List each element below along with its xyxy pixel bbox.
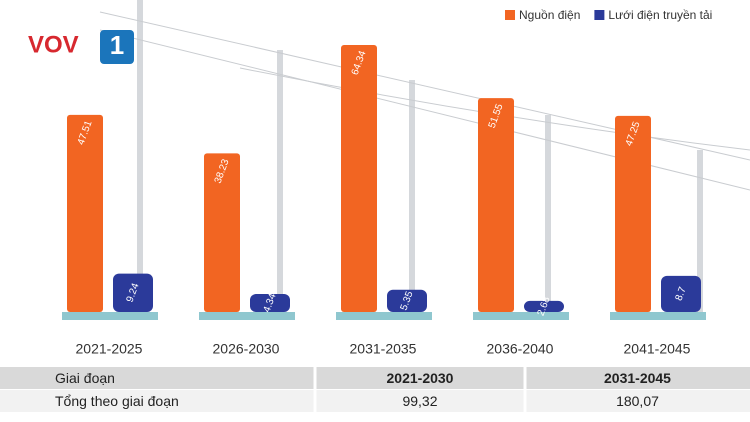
bar-pedestal [473,312,519,320]
bar-pedestal [62,312,108,320]
x-tick-label: 2041-2045 [624,341,691,357]
table-cell: Tổng theo giai đoạn [55,393,179,409]
wires [99,11,750,191]
bar [113,273,153,312]
table-cell: 2031-2045 [604,370,671,386]
table-cell: 99,32 [402,393,437,409]
value-label: 8.7 [674,285,689,302]
table-cell: 2021-2030 [387,370,454,386]
table-cell: 180,07 [616,393,659,409]
bar [341,44,377,312]
bar-pedestal [245,312,295,320]
background-poles [137,0,703,320]
logo-box [100,30,134,64]
bar [478,98,514,312]
bars: 47.519.242021-202538.234.342026-203064.3… [62,44,706,357]
bar-pedestal [610,312,656,320]
legend-swatch [505,10,515,20]
logo-text: VOV [28,31,79,58]
bar-pedestal [519,312,569,320]
bar [67,114,103,312]
bar [661,275,701,312]
bar [204,153,240,312]
bar-pedestal [336,312,382,320]
x-tick-label: 2026-2030 [213,341,280,357]
legend-label: Nguồn điện [519,8,580,22]
bar [615,115,651,312]
bar [524,300,564,312]
logo: VOV 1 [28,30,134,64]
bar [250,293,290,312]
x-tick-label: 2031-2035 [350,341,417,357]
bar-pedestal [199,312,245,320]
table: Giai đoạn 2021-2030 2031-2045 Tổng theo gia… [0,367,750,414]
bar-pedestal [656,312,706,320]
table-row [0,367,750,390]
table-row [0,390,750,413]
legend: Nguồn điện Lưới điện truyền tải [505,8,712,22]
table-cell: Giai đoạn [55,370,115,386]
bar [387,289,427,312]
bar-pedestal [382,312,432,320]
logo-number: 1 [110,30,124,60]
x-tick-label: 2021-2025 [76,341,143,357]
legend-swatch [594,10,605,20]
x-tick-label: 2036-2040 [487,341,554,357]
bar-pedestal [108,312,158,320]
legend-label: Lưới điện truyền tải [608,8,712,22]
